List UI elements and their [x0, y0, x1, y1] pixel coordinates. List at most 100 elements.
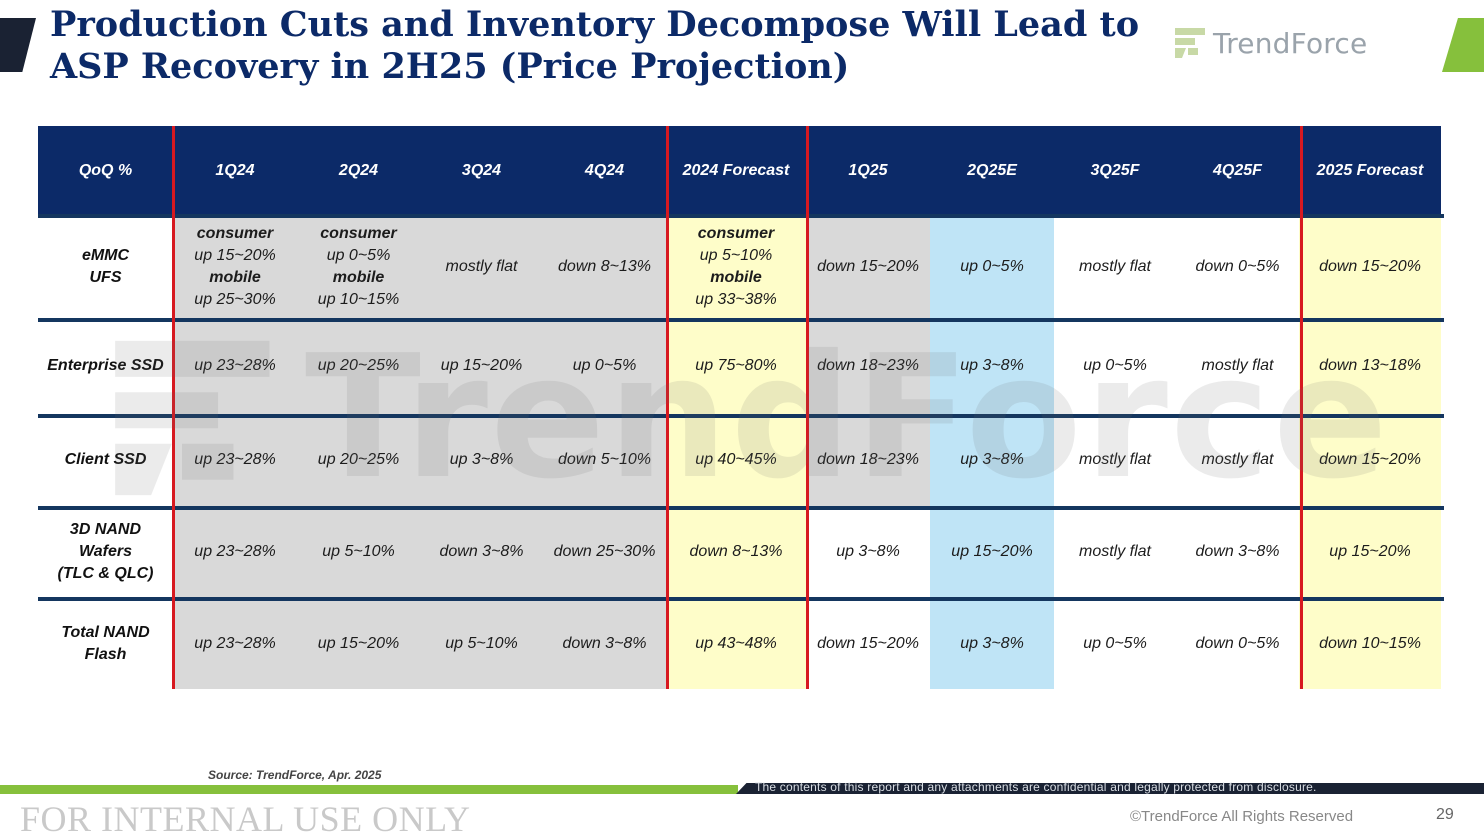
price-change-value: mostly flat [1201, 451, 1274, 468]
slide-title: Production Cuts and Inventory Decompose … [50, 4, 1140, 87]
table-cell: down 3~8% [543, 598, 666, 689]
cell-content: up 23~28% [194, 541, 275, 563]
cell-content: down 8~13% [558, 256, 651, 278]
price-change-value: down 5~10% [558, 451, 651, 468]
table-cell: up 20~25% [297, 414, 420, 506]
table-cell: mostly flat [1176, 414, 1299, 506]
table-cell: down 18~23% [806, 414, 930, 506]
brand-name: TrendForce [1213, 26, 1368, 60]
cell-content: mostly flat [1201, 355, 1273, 377]
cell-content: up 20~25% [318, 355, 399, 377]
price-change-value: mostly flat [1078, 451, 1151, 468]
price-change-value: up 3~8% [960, 357, 1024, 374]
price-change-value: up 3~8% [449, 451, 514, 468]
price-change-value: up 5~10% [699, 247, 773, 264]
cell-content: down 8~13% [690, 541, 783, 563]
cell-content: mostly flat [1079, 256, 1151, 278]
price-change-value: down 15~20% [1319, 258, 1421, 275]
price-change-value: down 18~23% [817, 451, 919, 468]
row-label: Enterprise SSD [38, 318, 173, 414]
table-cell: up 3~8% [930, 414, 1054, 506]
price-change-value: down 10~15% [1319, 634, 1421, 652]
table-cell: down 10~15% [1299, 598, 1441, 689]
row-label: eMMC UFS [38, 216, 173, 318]
table-cell: down 8~13% [543, 216, 666, 318]
cell-content: up 5~10% [445, 633, 518, 655]
confidential-notice: The contents of this report and any atta… [755, 780, 1317, 794]
cell-content: up 3~8% [836, 541, 900, 563]
table-cell: up 5~10% [297, 506, 420, 598]
price-change-value: up 0~5% [326, 247, 391, 264]
table-cell: up 0~5% [1054, 598, 1176, 689]
cell-content: up 0~5% [1083, 355, 1147, 377]
table-cell: up 40~45% [666, 414, 806, 506]
cell-content: up 75~80% [695, 355, 776, 377]
table-cell: down 13~18% [1299, 318, 1441, 414]
table-cell: down 0~5% [1176, 216, 1299, 318]
row-label: Client SSD [38, 414, 173, 506]
column-header: QoQ % [38, 126, 173, 216]
table-cell: up 3~8% [806, 506, 930, 598]
price-change-value: up 33~38% [695, 291, 777, 308]
price-change-value: up 25~30% [194, 291, 276, 308]
cell-content: up 15~20% [951, 541, 1032, 563]
price-change-value: up 23~28% [194, 634, 276, 652]
cell-content: up 0~5% [960, 256, 1024, 278]
table-cell: up 23~28% [173, 598, 297, 689]
table-cell: up 0~5% [543, 318, 666, 414]
internal-use-label: FOR INTERNAL USE ONLY [20, 799, 471, 839]
cell-content: up 23~28% [194, 449, 275, 471]
price-change-value: up 0~5% [1083, 634, 1147, 652]
cell-content: mostly flat [1201, 449, 1273, 471]
cell-content: down 15~20% [817, 256, 919, 278]
price-change-value: down 0~5% [1195, 258, 1280, 275]
cell-content: up 40~45% [695, 449, 776, 471]
price-change-value: down 13~18% [1319, 357, 1421, 374]
cell-content: up 3~8% [960, 355, 1024, 377]
column-header: 2Q24 [297, 126, 420, 216]
table-cell: down 15~20% [1299, 414, 1441, 506]
price-change-value: up 15~20% [194, 247, 276, 264]
table-cell: down 25~30% [543, 506, 666, 598]
cell-content: down 5~10% [558, 449, 651, 471]
column-header: 4Q24 [543, 126, 666, 216]
price-change-value: up 23~28% [194, 357, 276, 374]
price-change-value: down 3~8% [439, 543, 524, 560]
segment-label: mobile [332, 269, 385, 286]
cell-content: up 0~5% [1083, 633, 1147, 655]
column-header: 1Q24 [173, 126, 297, 216]
price-change-value: up 3~8% [960, 634, 1024, 652]
table-cell: consumer up 5~10% mobile up 33~38% [666, 216, 806, 318]
price-change-value: down 15~20% [817, 258, 919, 275]
price-change-value: mostly flat [1201, 357, 1274, 374]
column-header: 3Q25F [1054, 126, 1176, 216]
table-cell: down 3~8% [1176, 506, 1299, 598]
table-cell: down 8~13% [666, 506, 806, 598]
brand-logo: TrendForce [1174, 26, 1367, 60]
cell-content: up 3~8% [960, 633, 1024, 655]
table-cell: up 23~28% [173, 506, 297, 598]
table-cell: up 0~5% [930, 216, 1054, 318]
price-change-value: down 8~13% [558, 258, 651, 275]
column-header: 2025 Forecast [1299, 126, 1441, 216]
price-change-value: mostly flat [1078, 543, 1151, 560]
table-cell: up 15~20% [1299, 506, 1441, 598]
price-change-value: down 25~30% [553, 543, 656, 560]
cell-content: up 23~28% [194, 633, 275, 655]
price-change-value: up 0~5% [572, 357, 637, 374]
right-accent-shape [1442, 18, 1484, 72]
cell-content: up 0~5% [573, 355, 637, 377]
table-grid: QoQ % 1Q24 2Q24 3Q24 4Q24 2024 Forecast 1Q25 2Q… [38, 126, 1444, 689]
price-change-value: up 40~45% [695, 451, 777, 468]
table-cell: up 23~28% [173, 318, 297, 414]
price-change-value: up 43~48% [695, 634, 777, 652]
trendforce-logo-icon [1175, 28, 1205, 58]
table-cell: up 75~80% [666, 318, 806, 414]
cell-content: down 15~20% [1319, 256, 1421, 278]
price-change-value: down 15~20% [1319, 451, 1421, 468]
column-header: 2024 Forecast [666, 126, 806, 216]
source-note: Source: TrendForce, Apr. 2025 [208, 768, 382, 782]
table-cell: up 3~8% [930, 318, 1054, 414]
table-cell: consumer up 0~5% mobile up 10~15% [297, 216, 420, 318]
cell-content: mostly flat [1079, 449, 1151, 471]
